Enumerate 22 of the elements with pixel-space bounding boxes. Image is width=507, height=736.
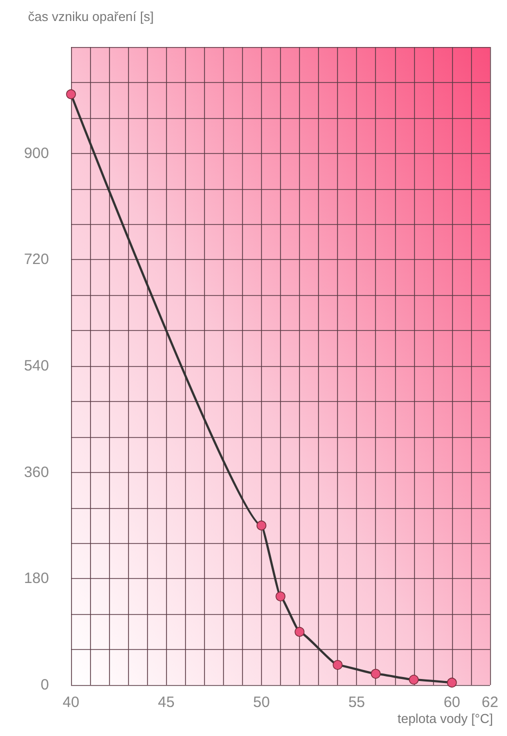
y-tick-label: 540 xyxy=(24,358,49,374)
y-axis-title: čas vzniku opaření [s] xyxy=(28,9,154,24)
x-tick-label: 40 xyxy=(62,694,80,711)
x-tick-label: 62 xyxy=(482,694,498,711)
point xyxy=(447,678,457,688)
point xyxy=(276,591,286,602)
point xyxy=(294,626,304,637)
y-tick-label: 720 xyxy=(24,251,49,268)
point xyxy=(408,674,419,685)
y-tick-label: 180 xyxy=(24,570,49,588)
x-tick-label: 55 xyxy=(348,694,366,711)
x-axis-title: teplota vody [°C] xyxy=(397,711,494,726)
point xyxy=(66,89,76,100)
point xyxy=(256,520,266,530)
y-tick-label: 360 xyxy=(24,464,49,481)
x-tick-label: 45 xyxy=(158,694,175,711)
x-tick-label: 50 xyxy=(253,694,270,711)
y-tick-label: 0 xyxy=(40,676,49,694)
x-tick-label: 60 xyxy=(444,694,460,711)
point xyxy=(370,668,381,679)
point xyxy=(332,660,343,670)
y-tick-label: 900 xyxy=(24,144,49,162)
